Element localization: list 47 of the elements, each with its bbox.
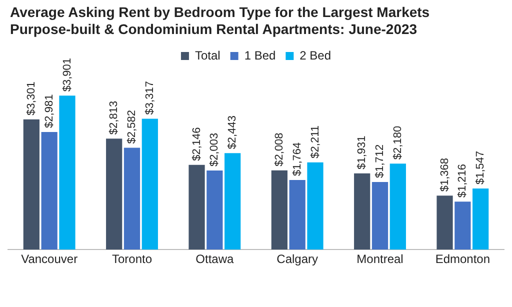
data-label: $2,443 <box>226 116 239 150</box>
bar <box>354 173 370 250</box>
bar <box>59 96 76 250</box>
bar <box>472 188 489 250</box>
bar <box>142 118 158 250</box>
data-label: $1,368 <box>438 158 451 192</box>
bar <box>436 196 453 250</box>
bar <box>41 132 58 250</box>
bar <box>307 162 324 250</box>
bar <box>271 170 288 250</box>
data-label: $1,216 <box>456 164 469 198</box>
data-label: $1,547 <box>474 150 487 185</box>
x-tick-label: Montreal <box>356 252 404 266</box>
data-label: $2,180 <box>392 126 404 160</box>
data-label: $1,931 <box>356 136 368 170</box>
data-label: $2,981 <box>43 94 56 128</box>
bar <box>454 202 471 250</box>
data-label: $3,301 <box>25 82 38 116</box>
bar <box>390 164 406 250</box>
bar <box>372 182 388 250</box>
bar <box>188 164 205 250</box>
data-label: $3,317 <box>144 81 156 115</box>
bar <box>124 148 140 250</box>
legend-label: 2 Bed <box>300 48 332 62</box>
bar <box>206 170 223 250</box>
data-label: $2,008 <box>273 132 286 166</box>
x-tick-label: Toronto <box>112 252 152 266</box>
data-label: $2,146 <box>190 127 203 161</box>
x-tick-label: Ottawa <box>196 252 234 266</box>
data-label: $3,901 <box>61 58 74 92</box>
x-tick-label: Vancouver <box>21 252 78 266</box>
bar <box>224 153 241 250</box>
data-label: $1,712 <box>374 144 386 178</box>
data-label: $2,003 <box>208 132 221 167</box>
chart-subtitle: Purpose-built & Condominium Rental Apartments: June-2023 <box>10 21 418 38</box>
data-label: $1,764 <box>291 142 304 176</box>
bar <box>23 119 40 250</box>
data-label: $2,211 <box>309 126 322 158</box>
x-tick-label: Edmonton <box>435 252 490 266</box>
x-tick-label: Calgary <box>276 252 318 266</box>
data-label: $2,813 <box>108 100 120 135</box>
chart-title: Average Asking Rent by Bedroom Type for the Largest Markets <box>10 4 430 21</box>
legend-label: 1 Bed <box>244 48 276 62</box>
data-label: $2,582 <box>126 110 138 144</box>
bar <box>106 138 122 250</box>
bar <box>289 180 306 250</box>
legend-label: Total <box>194 48 220 62</box>
